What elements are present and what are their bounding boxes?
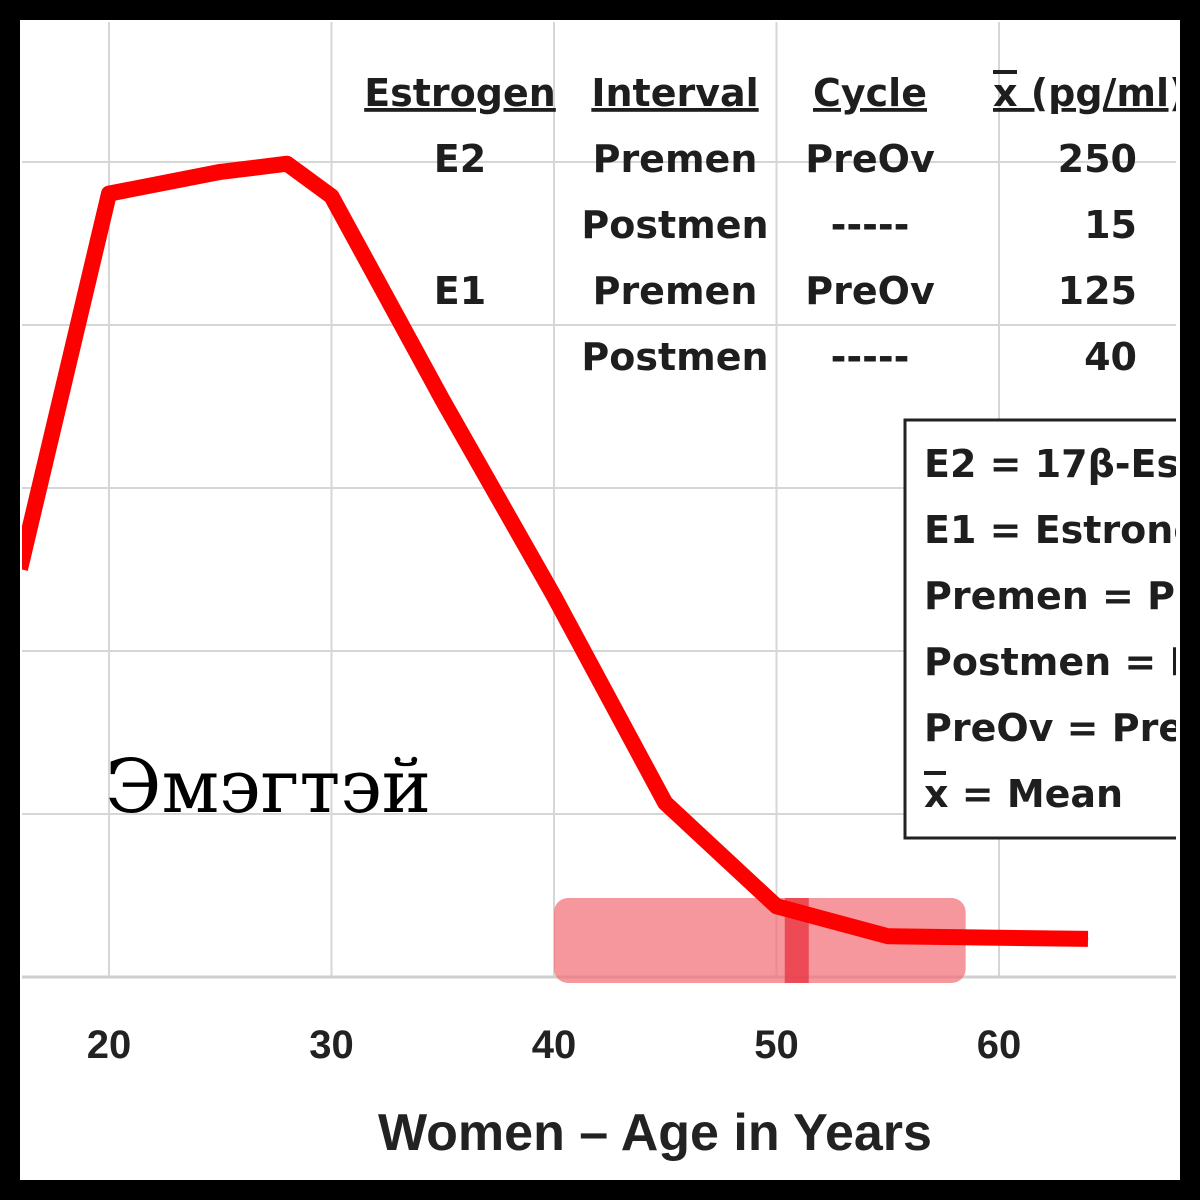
table-cell-estrogen: E1 — [434, 269, 486, 313]
table-cell-interval: Premen — [593, 269, 758, 313]
data-point — [1087, 938, 1089, 940]
data-point — [331, 195, 332, 197]
table-cell-cycle: ----- — [831, 335, 910, 379]
table-cell-mean: 250 — [1058, 137, 1137, 181]
table-cell-mean: 40 — [1084, 335, 1137, 379]
x-tick-label: 20 — [87, 1023, 132, 1067]
legend-entry: PreOv = Preovulatory — [924, 706, 1200, 750]
table-cell-mean: 15 — [1084, 203, 1137, 247]
table-header-mean: x (pg/ml) — [993, 71, 1186, 115]
legend-box — [903, 418, 1176, 840]
table-cell-cycle: PreOv — [805, 137, 935, 181]
table-header-cycle: Cycle — [813, 71, 927, 115]
legend-entry: Premen = Premenopause — [924, 574, 1200, 618]
data-point — [776, 905, 777, 907]
legend-entry-mean: x = Mean — [924, 772, 1123, 816]
data-point — [108, 193, 110, 195]
menopause-range-band — [554, 898, 966, 983]
table-cell-estrogen: E2 — [434, 137, 486, 181]
legend-entry: E1 = Estrone — [924, 508, 1199, 552]
table-header-estrogen: Estrogen — [364, 71, 556, 115]
data-point — [553, 595, 555, 597]
table-cell-interval: Premen — [593, 137, 758, 181]
mean-symbol: x — [993, 71, 1018, 115]
x-tick-label: 60 — [977, 1023, 1022, 1067]
data-point — [887, 935, 889, 937]
table-cell-interval: Postmen — [581, 335, 768, 379]
data-point — [442, 399, 444, 401]
data-point — [286, 163, 288, 165]
data-point — [664, 802, 666, 804]
caption-text: Эмэгтэй — [105, 744, 431, 830]
legend-mean-text: = Mean — [949, 772, 1124, 816]
data-point — [219, 171, 221, 173]
x-tick-label: 40 — [532, 1023, 577, 1067]
x-axis-title: Women – Age in Years — [378, 1104, 932, 1162]
x-tick-label: 30 — [309, 1023, 354, 1067]
legend-entry: Postmen = Postmenopause — [924, 640, 1200, 684]
mean-unit: (pg/ml) — [1018, 71, 1187, 115]
legend-mean-symbol: x — [924, 772, 949, 816]
table-cell-mean: 125 — [1058, 269, 1137, 313]
table-cell-interval: Postmen — [581, 203, 768, 247]
table-cell-cycle: ----- — [831, 203, 910, 247]
legend-entry: E2 = 17β-Estradiol — [924, 442, 1200, 486]
table-header-interval: Interval — [591, 71, 758, 115]
table-cell-cycle: PreOv — [805, 269, 935, 313]
x-tick-label: 50 — [754, 1023, 799, 1067]
